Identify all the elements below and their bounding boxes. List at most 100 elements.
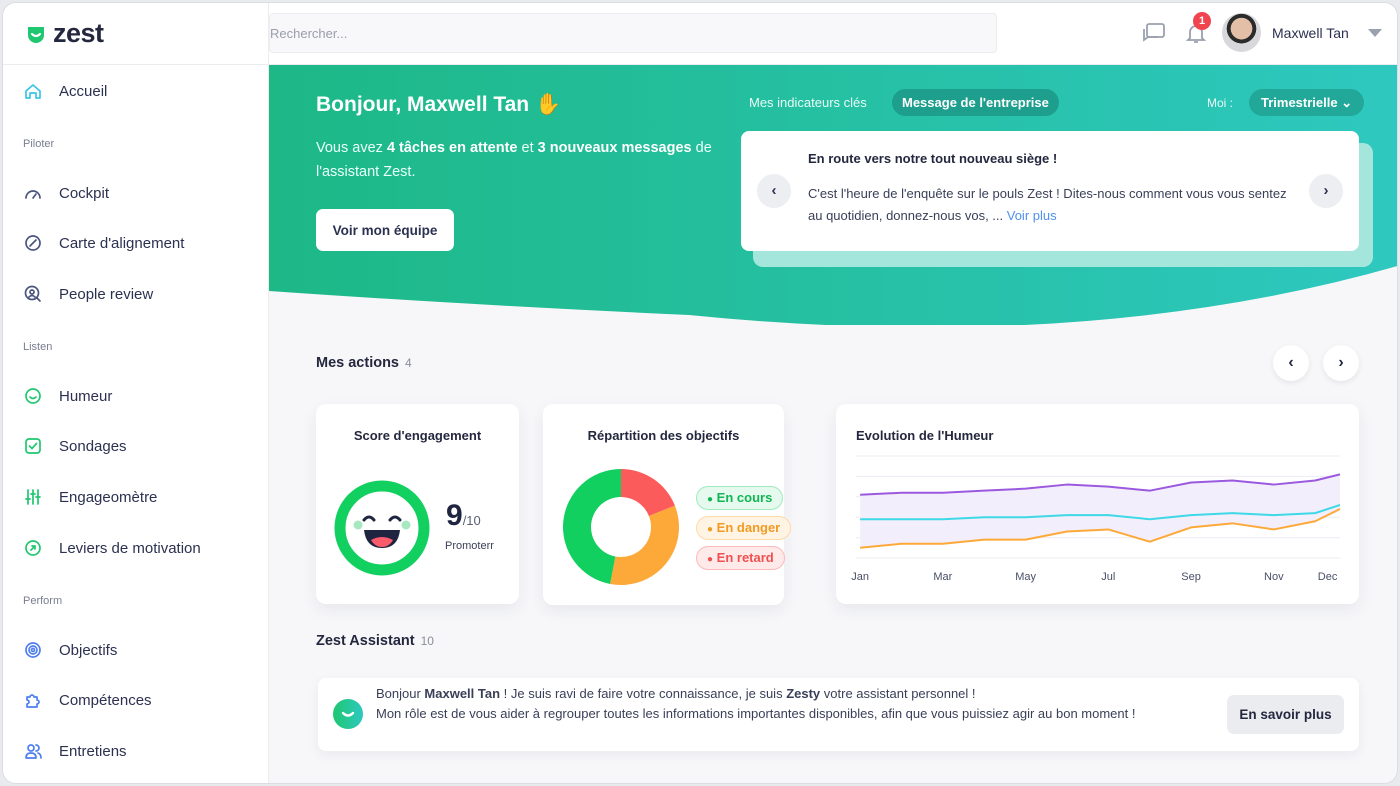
assistant-message: Bonjour Maxwell Tan ! Je suis ravi de fa… <box>376 686 1136 721</box>
sidebar-item-accueil[interactable]: Accueil <box>23 81 107 101</box>
chevron-down-icon[interactable] <box>1368 29 1382 38</box>
learn-more-button[interactable]: En savoir plus <box>1227 695 1344 734</box>
legend-label: En retard <box>716 550 774 565</box>
sidebar-item-label: Entretiens <box>59 742 127 760</box>
sidebar: zest Accueil Piloter Cockpit Carte d'aligne… <box>3 3 269 783</box>
card-title: Evolution de l'Humeur <box>856 428 994 443</box>
sidebar-item-comp-tences[interactable]: Compétences <box>23 690 152 710</box>
sidebar-item-label: People review <box>59 285 154 303</box>
actions-next-button[interactable]: › <box>1323 345 1359 381</box>
sidebar-item-leviers-de-motivation[interactable]: Leviers de motivation <box>23 538 201 558</box>
donut-slice-en-danger[interactable] <box>610 505 679 585</box>
message-body: C'est l'heure de l'enquête sur le pouls … <box>808 186 1287 223</box>
series-line-1 <box>860 504 1341 521</box>
legend-dot: ● <box>707 494 714 505</box>
assistant-card: Bonjour Maxwell Tan ! Je suis ravi de fa… <box>318 678 1359 751</box>
sidebar-item-cockpit[interactable]: Cockpit <box>23 183 109 203</box>
chat-icon[interactable] <box>1141 21 1167 45</box>
x-tick-label: Sep <box>1181 571 1201 583</box>
company-message-card: ‹ En route vers notre tout nouveau siège… <box>741 131 1359 251</box>
chevron-down-icon: ⌄ <box>1341 95 1353 110</box>
user-name[interactable]: Maxwell Tan <box>1272 25 1349 41</box>
sliders-icon <box>25 489 41 505</box>
x-tick-label: Mar <box>933 571 952 583</box>
sidebar-section-listen: Listen <box>23 341 53 353</box>
card-title: Score d'engagement <box>353 428 482 443</box>
period-label: Moi : <box>1207 96 1234 110</box>
sidebar-item-carte-d-alignement[interactable]: Carte d'alignement <box>23 233 184 253</box>
series-line-2 <box>860 508 1341 549</box>
compass-icon <box>25 235 41 251</box>
tab-company-message[interactable]: Message de l'entreprise <box>892 89 1059 116</box>
sidebar-item-label: Carte d'alignement <box>59 234 185 252</box>
mood-line-chart: Jan Mar May Jul Sep Nov Dec <box>851 455 1341 583</box>
series-band <box>860 474 1340 548</box>
zesty-bot-icon <box>333 699 363 729</box>
legend-dot: ● <box>707 554 714 565</box>
legend-dot: ● <box>707 524 714 535</box>
objectives-donut-chart <box>563 469 679 585</box>
legend-en-danger: ● En danger <box>696 516 792 540</box>
engagement-label: Promoterr <box>445 540 494 552</box>
sidebar-item-label: Accueil <box>59 82 108 100</box>
sidebar-item-people-review[interactable]: People review <box>23 284 153 304</box>
period-select[interactable]: Trimestrielle ⌄ <box>1249 89 1365 116</box>
assistant-heading: Zest Assistant 10 <box>316 633 434 649</box>
message-title: En route vers notre tout nouveau siège ! <box>808 151 1058 166</box>
search-input[interactable]: Rechercher... <box>269 13 997 53</box>
sidebar-item-label: Sondages <box>59 437 127 455</box>
see-more-link[interactable]: Voir plus <box>1006 208 1057 223</box>
user-search-icon <box>24 285 41 302</box>
x-tick-label: Dec <box>1318 571 1338 583</box>
sidebar-item-objectifs[interactable]: Objectifs <box>23 640 117 660</box>
banner-subtitle: Vous avez 4 tâches en attente et 3 nouve… <box>316 140 712 180</box>
tab-key-indicators[interactable]: Mes indicateurs clés <box>749 95 867 110</box>
engagement-score: 9/10 <box>446 499 481 532</box>
sidebar-item-entretiens[interactable]: Entretiens <box>23 741 127 761</box>
sidebar-item-humeur[interactable]: Humeur <box>23 386 112 406</box>
puzzle-icon <box>26 694 40 708</box>
sidebar-item-label: Humeur <box>59 387 113 405</box>
x-tick-label: Jan <box>851 571 869 583</box>
greeting: Bonjour, Maxwell Tan ✋ <box>316 93 562 116</box>
actions-prev-button[interactable]: ‹ <box>1273 345 1309 381</box>
sidebar-item-label: Engageomètre <box>59 488 158 506</box>
top-bar: Rechercher... <box>269 3 1397 65</box>
notification-badge: 1 <box>1193 12 1211 30</box>
next-message-button[interactable]: › <box>1309 174 1343 208</box>
sidebar-section-piloter: Piloter <box>23 138 55 150</box>
donut-slice-en-retard[interactable] <box>621 469 675 516</box>
logo[interactable]: zest <box>3 3 268 65</box>
objectives-card[interactable]: Répartition des objectifs ● En cours ● En… <box>543 404 792 605</box>
users-icon <box>25 744 42 759</box>
sidebar-item-sondages[interactable]: Sondages <box>23 436 127 456</box>
laughing-face-icon <box>334 480 430 576</box>
legend-en-cours: ● En cours <box>696 486 784 510</box>
avatar[interactable] <box>1222 13 1261 52</box>
home-icon <box>25 84 41 99</box>
legend-label: En cours <box>716 490 773 505</box>
sidebar-item-engageom-tre[interactable]: Engageomètre <box>23 487 157 507</box>
donut-slice-en-cours[interactable] <box>563 469 621 584</box>
previous-message-button[interactable]: ‹ <box>757 174 791 208</box>
arrow-circle-icon <box>25 540 41 556</box>
x-tick-label: Nov <box>1264 571 1284 583</box>
engagement-score-card[interactable]: Score d'engagement 9/10 Promoterr <box>316 404 519 604</box>
gauge-icon <box>25 190 41 199</box>
legend-label: En danger <box>716 520 781 535</box>
sidebar-item-label: Cockpit <box>59 184 110 202</box>
card-title: Répartition des objectifs <box>587 428 740 443</box>
sidebar-item-label: Objectifs <box>59 641 118 659</box>
sidebar-section-perform: Perform <box>23 595 63 607</box>
view-team-button[interactable]: Voir mon équipe <box>316 209 454 251</box>
brand-name: zest <box>53 18 104 48</box>
legend-en-retard: ● En retard <box>696 546 785 570</box>
series-line-0 <box>860 473 1341 496</box>
mood-card[interactable]: Evolution de l'Humeur Jan Mar May Jul Sep Nov… <box>836 404 1359 604</box>
check-square-icon <box>25 438 41 454</box>
target-icon <box>25 642 41 658</box>
x-tick-label: Jul <box>1101 571 1115 583</box>
x-tick-label: May <box>1015 571 1036 583</box>
actions-heading: Mes actions 4 <box>316 355 412 371</box>
